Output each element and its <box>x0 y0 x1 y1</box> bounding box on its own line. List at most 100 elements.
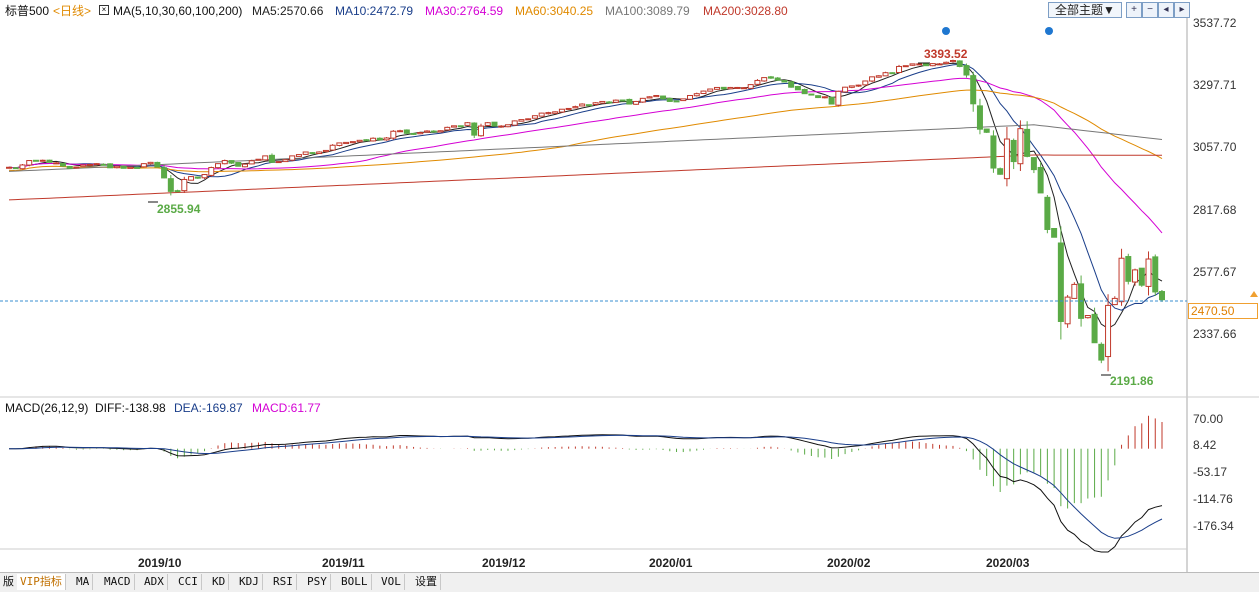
candle-body <box>471 122 478 136</box>
macd-label: MACD(26,12,9) <box>5 401 89 415</box>
tab-kd[interactable]: KD <box>209 574 230 590</box>
candle-body <box>32 159 39 162</box>
candle-body <box>633 100 640 105</box>
ma5-line <box>8 62 1163 329</box>
candle-body <box>936 63 943 66</box>
candle-body <box>46 159 53 163</box>
candle-body <box>1037 166 1044 194</box>
candle-body <box>875 75 882 78</box>
candle-body <box>80 164 87 167</box>
candle-body <box>343 141 350 145</box>
candle-body <box>484 122 491 126</box>
candle-body <box>444 126 451 131</box>
ma30-value: MA30:2764.59 <box>425 4 504 18</box>
candle-body <box>289 155 296 161</box>
candle-body <box>720 86 727 90</box>
candle-body <box>6 166 12 169</box>
tab-vip[interactable]: VIP指标 <box>17 574 66 590</box>
macd-tick: -176.34 <box>1193 519 1234 533</box>
candle-body <box>1132 269 1139 283</box>
tab-psy[interactable]: PSY <box>304 574 331 590</box>
candle-body <box>552 111 559 114</box>
candle-body <box>1051 228 1058 238</box>
candle-body <box>390 130 397 139</box>
candle-body <box>1091 313 1098 344</box>
candle-body <box>19 164 26 170</box>
candle-body <box>734 86 741 89</box>
tab-kdj[interactable]: KDJ <box>236 574 263 590</box>
tab-rsi[interactable]: RSI <box>270 574 297 590</box>
candle-body <box>1098 343 1105 361</box>
candle-body <box>241 163 248 168</box>
tab-macd[interactable]: MACD <box>101 574 135 590</box>
candle-body <box>761 77 768 82</box>
zoom-in-icon[interactable]: + <box>1126 2 1142 18</box>
candle-body <box>1118 257 1125 303</box>
candle-body <box>754 79 761 85</box>
candle-body <box>309 152 316 155</box>
tab-adx[interactable]: ADX <box>141 574 168 590</box>
tab-vol[interactable]: VOL <box>378 574 405 590</box>
date-tick: 2020/01 <box>649 556 693 570</box>
candle-body <box>585 104 592 107</box>
candle-body <box>626 98 633 105</box>
candle-body <box>504 124 511 128</box>
candle-body <box>147 161 154 165</box>
macd-value: MACD:61.77 <box>252 401 321 415</box>
candle-body <box>174 190 181 193</box>
price-tick: 3057.70 <box>1193 140 1237 154</box>
candle-body <box>53 162 60 165</box>
candle-body <box>707 88 714 92</box>
candle-body <box>788 81 795 88</box>
candle-body <box>848 85 855 88</box>
candle-body <box>349 141 356 144</box>
candle-body <box>794 85 801 91</box>
tab-ma[interactable]: MA <box>73 574 94 590</box>
candle-body <box>1024 128 1031 157</box>
shift-right-icon[interactable]: ▸ <box>1174 2 1190 18</box>
price-tick: 2817.68 <box>1193 203 1237 217</box>
ma100-value: MA100:3089.79 <box>605 4 690 18</box>
tab-boll[interactable]: BOLL <box>338 574 372 590</box>
candle-body <box>322 149 329 153</box>
candle-body <box>680 98 687 102</box>
period-selector[interactable]: <日线> <box>53 4 92 18</box>
candle-body <box>201 174 208 179</box>
price-marker-icon <box>1250 291 1258 297</box>
candle-body <box>430 130 437 133</box>
candle-body <box>693 93 700 97</box>
candle-body <box>976 105 983 130</box>
tab-layout[interactable]: 版 <box>0 574 18 590</box>
candle-body <box>619 99 626 102</box>
tab-settings[interactable]: 设置 <box>412 574 441 590</box>
candle-body <box>808 93 815 96</box>
tab-cci[interactable]: CCI <box>175 574 202 590</box>
candle-body <box>511 120 518 126</box>
candle-body <box>66 165 73 169</box>
candle-body <box>1071 283 1078 299</box>
candle-body <box>687 94 694 100</box>
candle-body <box>403 129 410 134</box>
shift-left-icon[interactable]: ◂ <box>1158 2 1174 18</box>
candle-body <box>896 65 903 73</box>
candle-body <box>397 130 404 133</box>
candle-body <box>929 63 936 67</box>
candle-body <box>268 154 275 163</box>
zoom-out-icon[interactable]: − <box>1142 2 1158 18</box>
price-chart[interactable] <box>0 0 1259 572</box>
theme-dropdown[interactable]: 全部主题▼ <box>1048 2 1122 18</box>
indicator-tabs: 版 VIP指标 MA MACD ADX CCI KD KDJ RSI PSY B… <box>0 572 1259 592</box>
candle-body <box>188 176 195 181</box>
ma200-value: MA200:3028.80 <box>703 4 788 18</box>
ma5-value: MA5:2570.66 <box>252 4 324 18</box>
candle-body <box>228 160 235 164</box>
candle-body <box>909 63 916 66</box>
candle-body <box>1064 296 1071 325</box>
candle-body <box>740 87 747 90</box>
candle-body <box>127 166 134 169</box>
ma-toggle-icon[interactable]: × <box>99 5 109 15</box>
candle-body <box>612 99 619 103</box>
candle-body <box>1152 256 1159 293</box>
ma30-line <box>8 77 1163 234</box>
